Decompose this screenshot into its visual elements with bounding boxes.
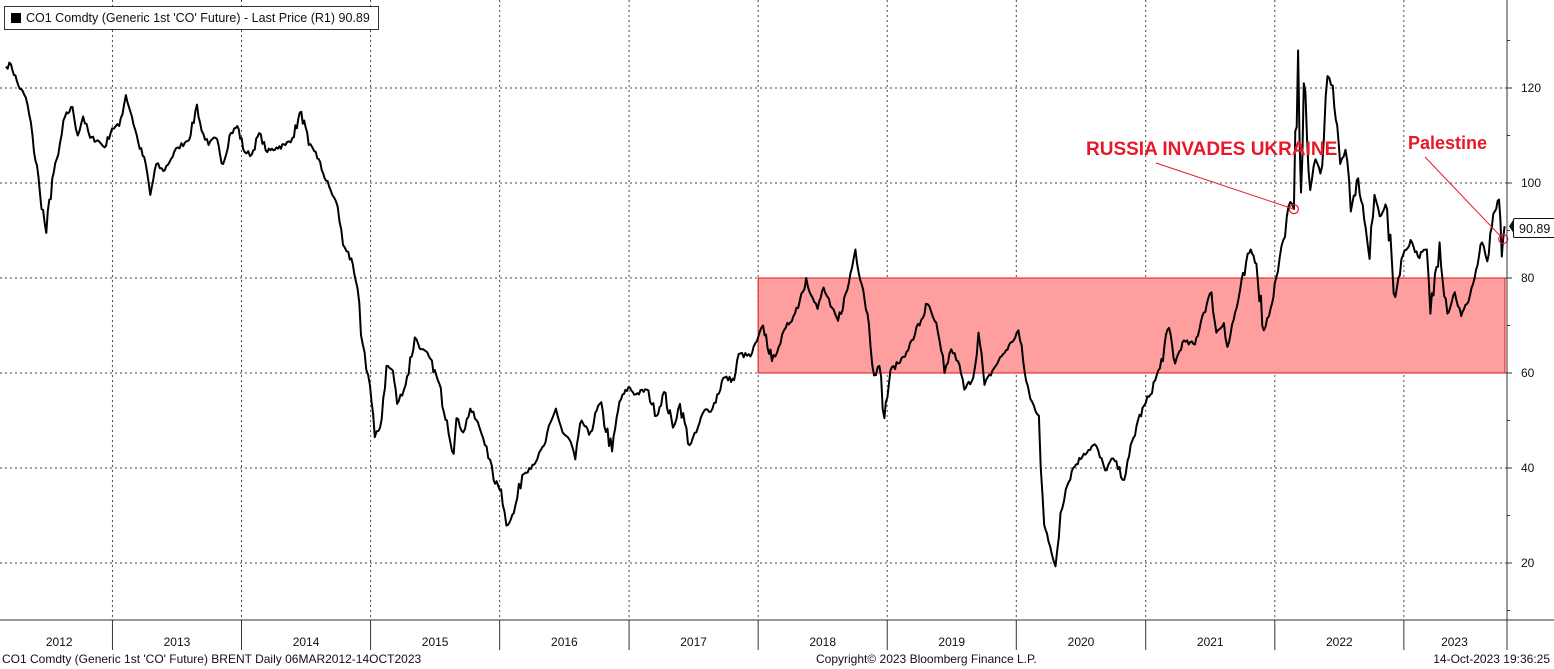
footer-timestamp: 14-Oct-2023 19:36:25 [1433, 652, 1550, 666]
axis-layer: 20 40 60 80 100 120 2012 2013 2014 2015 2016 2017 20… [0, 0, 1554, 650]
price-line [5, 49, 1506, 568]
annotation-pointer-1 [1424, 156, 1504, 240]
ytick-label: 40 [1521, 461, 1535, 475]
legend-swatch [11, 13, 21, 23]
legend-label: CO1 Comdty (Generic 1st 'CO' Future) - L… [26, 11, 370, 25]
footer-copyright: Copyright© 2023 Bloomberg Finance L.P. [816, 652, 1037, 666]
annotation-layer [1155, 156, 1509, 245]
annotation-russia-invades-ukraine: RUSSIA INVADES UKRAINE [1086, 139, 1338, 160]
xtick-label: 2018 [809, 635, 836, 649]
xtick-label: 2015 [422, 635, 449, 649]
legend: CO1 Comdty (Generic 1st 'CO' Future) - L… [4, 6, 379, 30]
footer-series-info: CO1 Comdty (Generic 1st 'CO' Future) BRE… [2, 652, 422, 666]
annotation-marker-1 [1498, 233, 1509, 245]
xtick-label: 2017 [680, 635, 707, 649]
xtick-label: 2012 [46, 635, 73, 649]
xtick-label: 2020 [1068, 635, 1095, 649]
xtick-label: 2021 [1197, 635, 1224, 649]
xtick-label: 2023 [1441, 635, 1468, 649]
xtick-label: 2019 [938, 635, 965, 649]
ytick-label: 120 [1521, 81, 1541, 95]
annotation-pointer-0 [1155, 162, 1295, 210]
xtick-label: 2022 [1326, 635, 1353, 649]
highlight-band-layer [757, 277, 1506, 374]
ytick-label: 60 [1521, 366, 1535, 380]
last-price-pointer [1509, 220, 1513, 233]
xtick-label: 2014 [293, 635, 320, 649]
annotation-marker-0 [1288, 204, 1299, 215]
xtick-label: 2016 [551, 635, 578, 649]
xtick-label: 2013 [164, 635, 191, 649]
ytick-label: 80 [1521, 271, 1535, 285]
last-price-badge: 90.89 [1513, 218, 1554, 238]
annotation-palestine: Palestine [1408, 133, 1488, 153]
ytick-label: 20 [1521, 556, 1535, 570]
ytick-label: 100 [1521, 176, 1541, 190]
highlight-band [757, 277, 1506, 374]
series-layer [5, 49, 1506, 568]
